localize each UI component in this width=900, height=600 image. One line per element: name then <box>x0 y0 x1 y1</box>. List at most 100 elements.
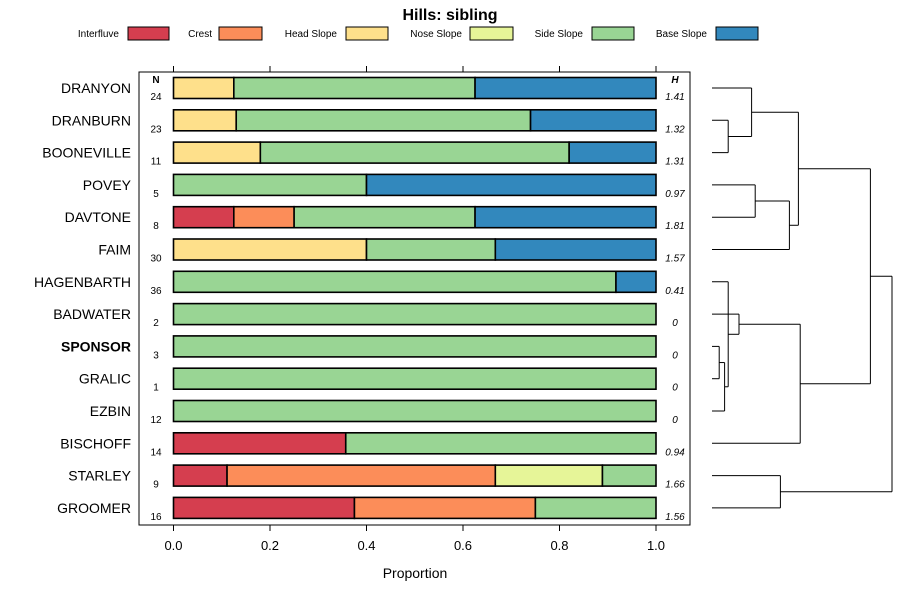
bar-segment-faim-side-slope <box>365 238 497 261</box>
h-value-booneville: 1.31 <box>665 157 684 168</box>
legend-label-side-slope: Side Slope <box>535 29 584 40</box>
bar-segment-booneville-head-slope <box>172 141 262 164</box>
legend-swatch-interfluve <box>127 26 170 41</box>
legend-swatch-side-slope <box>591 26 635 41</box>
bar-segment-groomer-crest <box>353 496 537 520</box>
bar-segment-dranburn-base-slope <box>529 109 657 132</box>
bar-segment-davtone-crest <box>233 205 295 229</box>
x-tick-label: 0.8 <box>550 538 568 553</box>
bar-segment-davtone-interfluve <box>172 205 235 229</box>
n-value-dranyon: 24 <box>150 92 162 103</box>
n-value-dranburn: 23 <box>150 124 162 135</box>
h-value-dranyon: 1.41 <box>665 92 684 103</box>
bar-segment-dranyon-head-slope <box>172 76 235 100</box>
category-label-dranyon: DRANYON <box>61 80 131 96</box>
category-label-bischoff: BISCHOFF <box>60 435 131 451</box>
legend-swatch-head-slope <box>345 26 389 41</box>
h-value-dranburn: 1.32 <box>665 124 685 135</box>
bar-segment-dranburn-head-slope <box>172 109 238 132</box>
n-value-hagenbarth: 36 <box>150 286 162 297</box>
bar-segment-faim-head-slope <box>172 238 368 261</box>
legend-label-nose-slope: Nose Slope <box>410 29 462 40</box>
bar-segment-bischoff-side-slope <box>344 431 657 455</box>
n-value-badwater: 2 <box>153 318 159 329</box>
n-value-faim: 30 <box>150 254 162 265</box>
bar-segment-povey-side-slope <box>172 173 368 197</box>
bar-segment-hagenbarth-side-slope <box>172 270 617 294</box>
n-value-groomer: 16 <box>150 512 162 523</box>
bar-segment-dranyon-side-slope <box>233 76 476 100</box>
bar-segment-gralic-side-slope <box>172 367 657 391</box>
dendrogram <box>712 87 893 509</box>
category-label-davtone: DAVTONE <box>65 209 131 225</box>
category-label-dranburn: DRANBURN <box>52 112 131 128</box>
bar-segment-dranyon-base-slope <box>474 76 657 100</box>
h-value-badwater: 0 <box>672 318 678 329</box>
bar-segment-starley-interfluve <box>172 464 228 487</box>
category-label-povey: POVEY <box>83 177 132 193</box>
bar-segment-sponsor-side-slope <box>172 335 657 358</box>
n-value-davtone: 8 <box>153 221 159 232</box>
bar-segment-groomer-interfluve <box>172 496 356 520</box>
n-value-bischoff: 14 <box>150 447 162 458</box>
legend-swatch-base-slope <box>715 26 759 41</box>
bar-segment-bischoff-interfluve <box>172 431 347 455</box>
chart-title: Hills: sibling <box>402 7 497 24</box>
bar-segment-ezbin-side-slope <box>172 399 657 423</box>
legend-swatch-nose-slope <box>469 26 514 41</box>
legend-swatch-crest <box>218 26 263 41</box>
legend-label-head-slope: Head Slope <box>285 29 338 40</box>
h-value-bischoff: 0.94 <box>665 447 685 458</box>
category-label-gralic: GRALIC <box>79 371 131 387</box>
legend: Interfluve Crest Head Slope Nose Slope Side … <box>78 26 759 41</box>
bar-segment-starley-crest <box>226 464 497 487</box>
category-label-starley: STARLEY <box>68 468 131 484</box>
x-tick-label: 0.4 <box>357 538 375 553</box>
h-value-hagenbarth: 0.41 <box>665 286 684 297</box>
h-value-faim: 1.57 <box>665 254 685 265</box>
n-value-sponsor: 3 <box>153 350 159 361</box>
bar-segment-starley-side-slope <box>601 464 657 487</box>
n-header: N <box>152 75 159 86</box>
n-value-booneville: 11 <box>151 157 162 168</box>
bar-segment-hagenbarth-base-slope <box>615 270 657 294</box>
bar-segment-povey-base-slope <box>365 173 657 197</box>
bar-segment-badwater-side-slope <box>172 302 657 326</box>
category-label-faim: FAIM <box>98 242 131 258</box>
h-value-davtone: 1.81 <box>665 221 684 232</box>
legend-label-base-slope: Base Slope <box>656 29 708 40</box>
n-value-ezbin: 12 <box>150 415 162 426</box>
n-value-povey: 5 <box>153 189 159 200</box>
x-axis-label: Proportion <box>383 565 448 581</box>
legend-label-crest: Crest <box>188 29 212 40</box>
h-value-starley: 1.66 <box>665 480 685 491</box>
category-label-booneville: BOONEVILLE <box>42 145 131 161</box>
h-value-groomer: 1.56 <box>665 512 685 523</box>
category-label-hagenbarth: HAGENBARTH <box>34 274 131 290</box>
h-header: H <box>671 75 679 86</box>
bar-segment-starley-nose-slope <box>494 464 604 487</box>
category-label-sponsor: SPONSOR <box>61 338 131 354</box>
x-tick-label: 0.6 <box>454 538 472 553</box>
plot-area: 0.0 0.2 0.4 0.6 0.8 1.0 N H DRANYON 24 1.41 DRANBUR… <box>34 66 691 553</box>
h-value-gralic: 0 <box>672 383 678 394</box>
n-value-gralic: 1 <box>153 383 159 394</box>
x-tick-label: 0.0 <box>164 538 182 553</box>
x-tick-label: 0.2 <box>261 538 279 553</box>
n-value-starley: 9 <box>153 480 159 491</box>
bar-segment-groomer-side-slope <box>534 496 657 520</box>
h-value-sponsor: 0 <box>672 350 678 361</box>
bar-segment-booneville-base-slope <box>568 141 657 164</box>
bar-segment-faim-base-slope <box>494 238 657 261</box>
plot-frame <box>138 71 691 526</box>
bar-segment-davtone-side-slope <box>293 205 476 229</box>
h-value-ezbin: 0 <box>672 415 678 426</box>
bar-segment-davtone-base-slope <box>474 205 657 229</box>
legend-label-interfluve: Interfluve <box>78 29 120 40</box>
category-label-groomer: GROOMER <box>57 500 131 516</box>
bar-segment-booneville-side-slope <box>259 141 570 164</box>
h-value-povey: 0.97 <box>665 189 685 200</box>
bar-segment-dranburn-side-slope <box>235 109 532 132</box>
